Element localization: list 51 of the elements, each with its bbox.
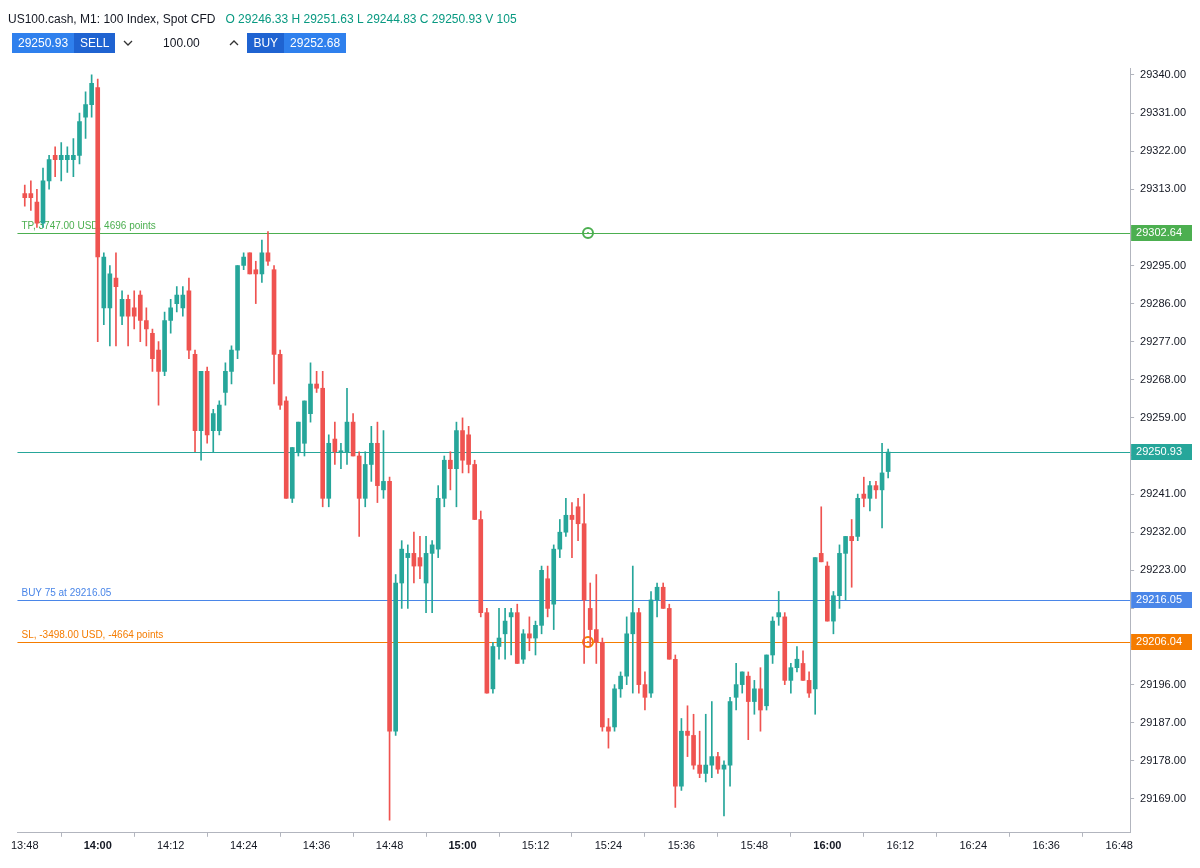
candlestick [818, 506, 824, 563]
y-tick-label: 29331.00 [1140, 106, 1187, 119]
text: BUY [247, 33, 285, 53]
ref-line-label: BUY 75 at 29216.05 [21, 587, 112, 599]
x-tick-label: 15:36 [667, 839, 696, 852]
text: 29252.68 [284, 33, 347, 53]
x-tick-label: 15:48 [740, 839, 769, 852]
text: 29302.64 [1136, 226, 1183, 239]
chart-subtitle: O 29246.33 H 29251.63 L 29244.83 C 29250.93 V 105 [225, 12, 517, 26]
candlestick [709, 701, 715, 779]
x-tick-label: 15:12 [521, 839, 550, 852]
x-tick-label: 16:48 [1105, 839, 1133, 852]
y-tick-label: 29232.00 [1140, 525, 1187, 538]
x-tick-label: 15:00 [448, 839, 477, 852]
y-tick-label: 29286.00 [1140, 296, 1187, 309]
x-tick-label: 16:00 [813, 839, 842, 852]
x-tick-label: 16:36 [1032, 839, 1060, 852]
x-tick-label: 16:12 [886, 839, 915, 852]
y-tick-label: 29340.00 [1140, 67, 1187, 80]
candlestick [861, 476, 867, 508]
ref-line-label: SL, -3498.00 USD, -4664 points [21, 629, 164, 641]
x-tick-label: 15:24 [594, 839, 623, 852]
text: 29206.04 [1136, 635, 1183, 648]
y-tick-label: 29313.00 [1140, 182, 1187, 195]
y-tick-label: 29277.00 [1140, 334, 1187, 347]
y-tick-label: 29322.00 [1140, 144, 1187, 157]
y-tick-label: 29295.00 [1140, 258, 1187, 271]
y-tick-label: 29223.00 [1140, 563, 1187, 576]
x-tick-label: 14:12 [156, 839, 185, 852]
x-tick-label: 14:48 [375, 839, 404, 852]
x-tick-label: 16:24 [959, 839, 988, 852]
y-tick-label: 29268.00 [1140, 372, 1187, 385]
chart-title: US100.cash, M1: 100 Index, Spot CFD [8, 12, 216, 26]
y-tick-label: 29187.00 [1140, 715, 1187, 728]
x-tick-label: 13:48 [11, 839, 39, 852]
x-tick-label: 14:36 [302, 839, 331, 852]
text: 29250.93 [1136, 445, 1183, 458]
y-tick-label: 29241.00 [1140, 487, 1187, 500]
x-tick-label: 14:00 [83, 839, 112, 852]
candlestick [776, 591, 782, 626]
y-tick-label: 29169.00 [1140, 791, 1187, 804]
text: 100.00 [162, 36, 201, 50]
y-tick-label: 29259.00 [1140, 410, 1187, 423]
text: SELL [74, 33, 116, 53]
text: 29216.05 [1136, 593, 1183, 606]
text: 29250.93 [12, 33, 75, 53]
y-tick-label: 29196.00 [1140, 677, 1187, 690]
y-tick-label: 29178.00 [1140, 753, 1187, 766]
x-tick-label: 14:24 [229, 839, 258, 852]
candlestick [703, 713, 709, 783]
candlestick [22, 184, 28, 207]
